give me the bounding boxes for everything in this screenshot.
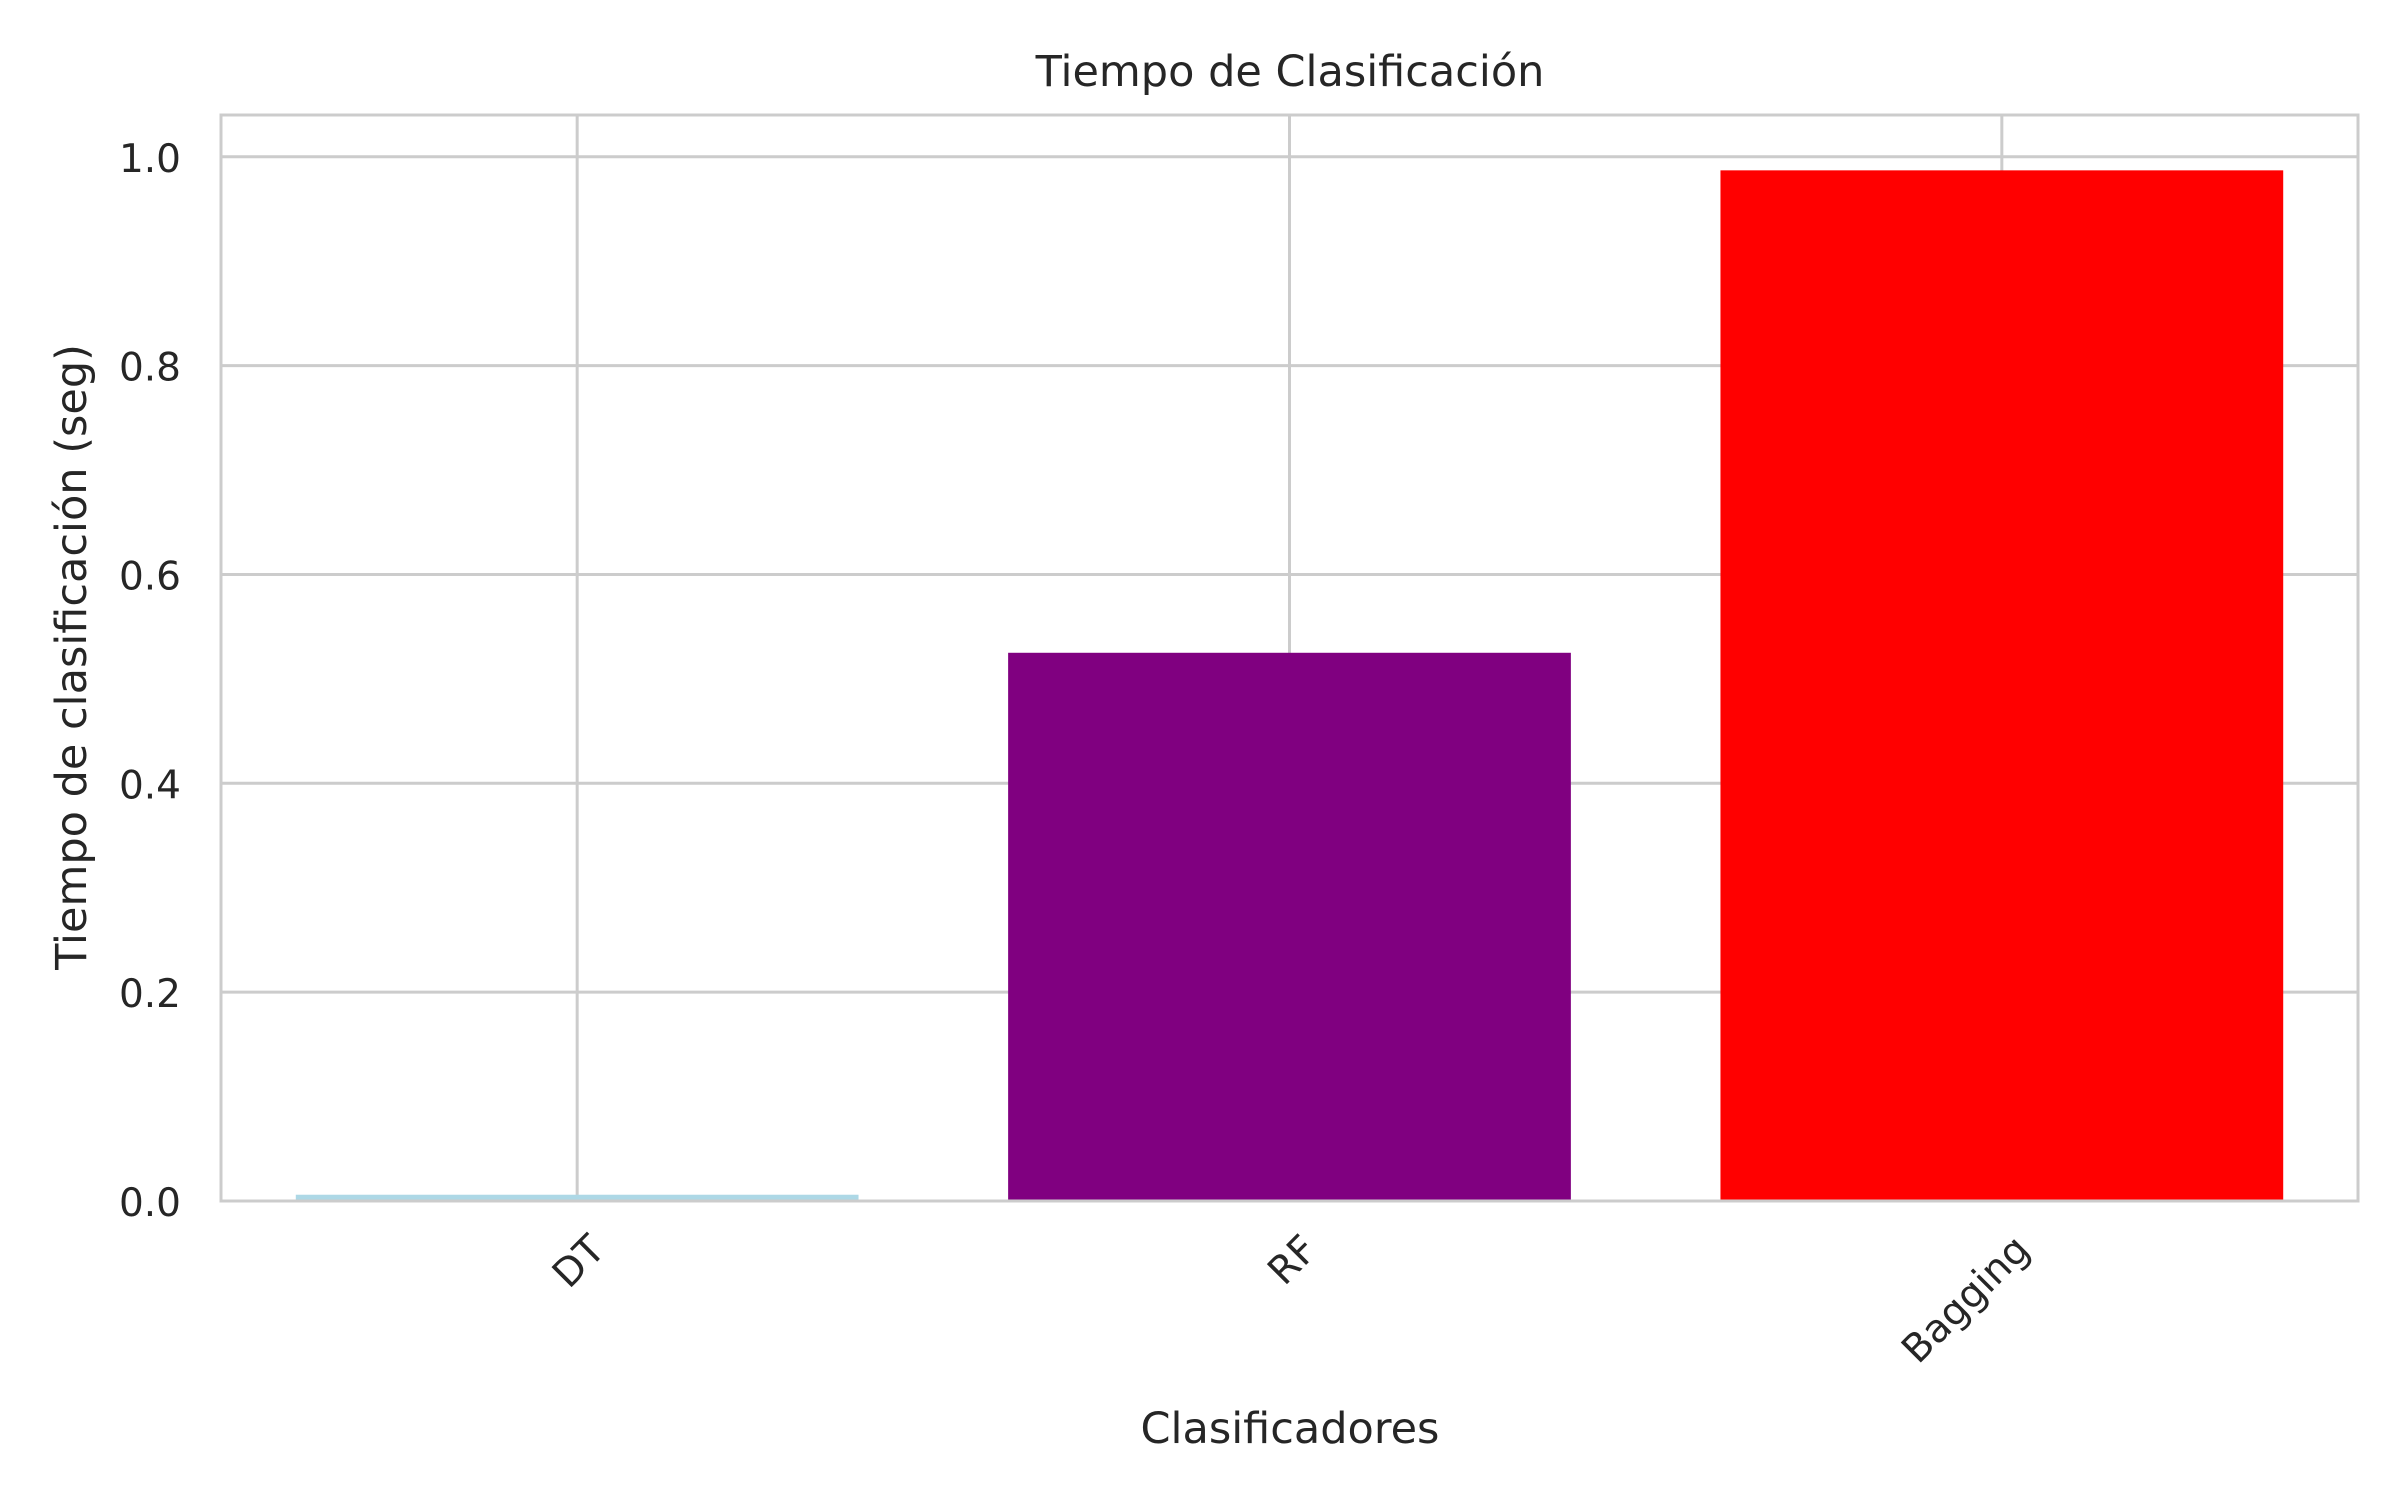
x-tick-label: RF bbox=[1260, 1227, 1327, 1294]
chart-title: Tiempo de Clasificación bbox=[1035, 47, 1545, 97]
y-tick-label: 0.4 bbox=[119, 763, 181, 808]
y-tick-label: 0.6 bbox=[119, 554, 181, 599]
y-tick-labels: 0.0 0.2 0.4 0.6 0.8 1.0 bbox=[119, 137, 181, 1226]
x-tick-label: Bagging bbox=[1893, 1227, 2038, 1372]
bar-rf bbox=[1008, 652, 1571, 1201]
plot-frame bbox=[219, 113, 2360, 1203]
x-tick-labels: DT RF Bagging bbox=[544, 1227, 2039, 1372]
y-tick-label: 0.0 bbox=[119, 1181, 181, 1226]
bar-dt bbox=[295, 1194, 859, 1201]
x-axis-label: Clasificadores bbox=[1141, 1404, 1440, 1454]
y-tick-label: 0.2 bbox=[119, 972, 181, 1017]
y-tick-label: 0.8 bbox=[119, 346, 181, 391]
bar-bagging bbox=[1720, 170, 2284, 1201]
y-axis-label: Tiempo de clasificación (seg) bbox=[47, 344, 97, 971]
x-tick-label: DT bbox=[544, 1227, 614, 1297]
bars-layer bbox=[295, 170, 2284, 1201]
y-tick-label: 1.0 bbox=[119, 137, 181, 182]
